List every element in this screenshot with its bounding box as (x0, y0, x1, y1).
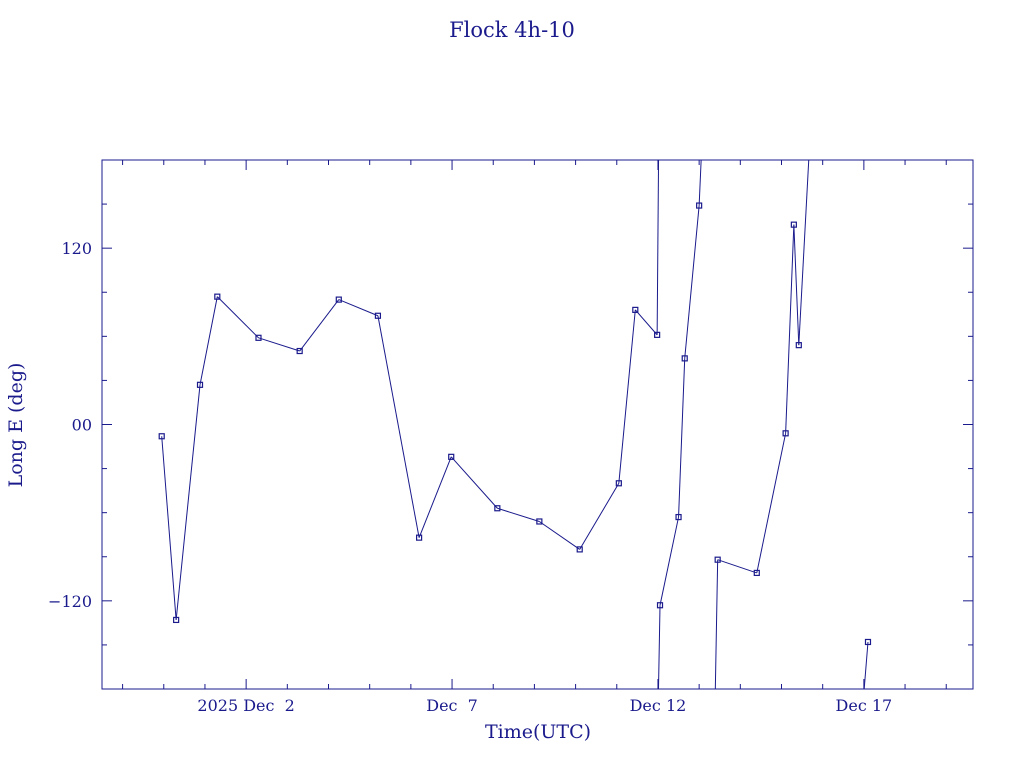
wrap-segment (714, 559, 719, 689)
x-tick-labels: 2025 Dec 2 Dec 7 Dec 12 Dec 17 (197, 696, 892, 715)
data-point (255, 334, 262, 341)
data-point (615, 480, 622, 487)
series-segment (199, 296, 218, 385)
plot-frame (101, 159, 974, 690)
data-point (494, 505, 501, 512)
series-segment (618, 309, 636, 484)
data-point (681, 355, 688, 362)
data-point (296, 347, 303, 355)
y-tick-label: 120 (61, 239, 92, 258)
data-series (158, 160, 872, 689)
wrap-segment (657, 605, 661, 689)
data-point (214, 293, 221, 300)
data-point (576, 546, 583, 553)
wrap-segment (798, 160, 810, 346)
series-segment (659, 516, 680, 606)
series-segment (684, 205, 700, 359)
x-axis-label: Time(UTC) (485, 721, 591, 743)
series-segment (785, 224, 795, 434)
data-point (158, 433, 165, 440)
axis-ticks (102, 159, 973, 690)
wrap-segment (656, 160, 660, 335)
series-segment (216, 296, 259, 339)
x-tick-label: Dec 7 (426, 696, 478, 715)
series-segment (539, 521, 580, 550)
x-tick-label: Dec 12 (630, 696, 687, 715)
series-segment (338, 299, 379, 317)
data-point (374, 312, 382, 319)
series-segment (634, 309, 658, 336)
chart-title: Flock 4h-10 (449, 18, 575, 42)
series-segment (258, 337, 300, 352)
data-point (448, 453, 455, 460)
series-segment (418, 456, 452, 538)
data-point (782, 430, 789, 437)
data-point (790, 221, 797, 228)
y-axis-label: Long E (deg) (5, 363, 27, 488)
series-segment (678, 358, 686, 518)
series-segment (579, 483, 620, 550)
series-segment (161, 436, 177, 620)
data-point (416, 534, 423, 541)
series-segment (497, 507, 540, 522)
series-segment (299, 299, 340, 352)
data-point (675, 513, 682, 521)
data-point (335, 296, 342, 303)
data-point (196, 381, 204, 388)
series-segment (756, 433, 787, 574)
y-tick-label: 00 (72, 416, 92, 435)
data-point (753, 569, 760, 577)
series-segment (717, 559, 757, 574)
series-segment (175, 384, 201, 620)
series-segment (450, 456, 498, 509)
wrap-segment (863, 641, 869, 689)
wrap-segment (698, 160, 702, 206)
y-tick-labels: −120 00 120 (48, 239, 92, 611)
y-tick-label: −120 (48, 592, 92, 611)
series-segment (377, 315, 420, 538)
data-point (632, 306, 639, 313)
data-point (536, 518, 543, 525)
x-tick-label: 2025 Dec 2 (197, 696, 294, 715)
series-segment (793, 224, 800, 346)
data-point (173, 616, 180, 624)
x-tick-label: Dec 17 (836, 696, 893, 715)
